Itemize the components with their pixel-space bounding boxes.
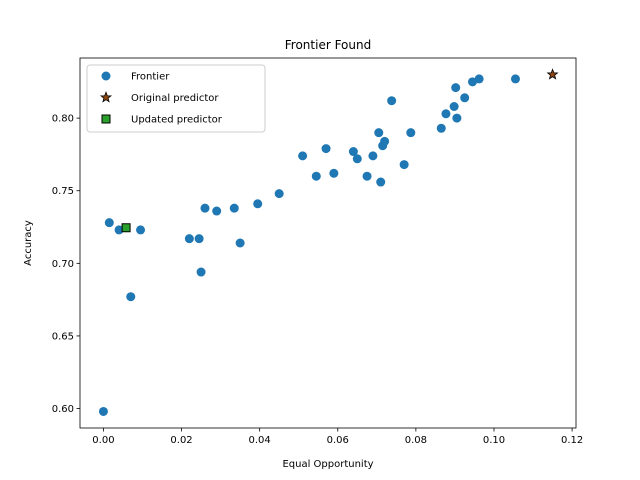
y-axis: 0.60 0.65 0.70 0.75 0.80 bbox=[52, 114, 80, 415]
plot-area bbox=[79, 57, 577, 429]
frontier-point bbox=[253, 199, 263, 209]
y-axis-label: Accuracy bbox=[23, 220, 34, 266]
frontier-point bbox=[184, 234, 194, 244]
y-tick-label: 0.80 bbox=[52, 114, 74, 125]
frontier-point bbox=[441, 109, 451, 119]
data-points bbox=[98, 68, 559, 416]
x-tick-label: 0.02 bbox=[170, 435, 192, 446]
updated-predictor-legend-marker bbox=[101, 114, 111, 124]
x-tick-label: 0.00 bbox=[92, 435, 114, 446]
legend-box bbox=[86, 64, 266, 133]
frontier-point bbox=[451, 83, 461, 93]
legend-label-original-predictor: Original predictor bbox=[131, 93, 219, 104]
frontier-point bbox=[376, 177, 386, 187]
x-axis: 0.00 0.02 0.04 0.06 0.08 0.10 0.12 bbox=[92, 428, 583, 446]
chart-title: Frontier Found bbox=[285, 38, 371, 52]
frontier-point bbox=[452, 113, 462, 123]
frontier-point bbox=[399, 160, 409, 170]
frontier-point bbox=[136, 225, 146, 235]
frontier-point bbox=[374, 128, 384, 138]
frontier-point bbox=[449, 102, 459, 112]
frontier-legend-marker bbox=[101, 71, 111, 81]
frontier-point bbox=[274, 189, 284, 199]
frontier-point bbox=[368, 151, 378, 161]
frontier-point bbox=[510, 74, 520, 84]
x-tick-label: 0.12 bbox=[561, 435, 583, 446]
frontier-point bbox=[98, 406, 108, 416]
frontier-point bbox=[436, 123, 446, 133]
legend-label-frontier: Frontier bbox=[131, 72, 170, 83]
frontier-point bbox=[196, 267, 206, 277]
original-predictor-legend-marker bbox=[99, 91, 113, 103]
x-axis-label: Equal Opportunity bbox=[282, 459, 373, 470]
x-tick-label: 0.08 bbox=[405, 435, 427, 446]
frontier-point bbox=[114, 225, 124, 235]
frontier-point bbox=[348, 147, 358, 157]
frontier-point bbox=[212, 206, 222, 216]
original-predictor-point bbox=[546, 68, 559, 80]
x-tick-label: 0.04 bbox=[249, 435, 271, 446]
frontier-point bbox=[321, 144, 331, 154]
y-tick-label: 0.60 bbox=[52, 404, 74, 415]
frontier-point bbox=[352, 154, 362, 164]
frontier-point bbox=[460, 93, 470, 103]
frontier-point bbox=[329, 168, 339, 178]
frontier-point bbox=[380, 136, 390, 146]
y-tick-label: 0.65 bbox=[52, 331, 74, 342]
frontier-point bbox=[362, 171, 372, 181]
frontier-point bbox=[126, 292, 136, 302]
x-tick-label: 0.06 bbox=[327, 435, 349, 446]
frontier-point bbox=[229, 203, 239, 213]
frontier-point bbox=[474, 74, 484, 84]
frontier-point bbox=[235, 238, 245, 248]
legend: Frontier Original predictor Updated predic… bbox=[86, 64, 266, 133]
frontier-point bbox=[387, 96, 397, 106]
y-tick-label: 0.70 bbox=[52, 259, 74, 270]
frontier-point bbox=[200, 203, 210, 213]
frontier-point bbox=[194, 234, 204, 244]
y-tick-label: 0.75 bbox=[52, 186, 74, 197]
frontier-point bbox=[298, 151, 308, 161]
frontier-point bbox=[311, 171, 321, 181]
frontier-point bbox=[406, 128, 416, 138]
updated-predictor-point bbox=[121, 223, 131, 233]
x-tick-label: 0.10 bbox=[483, 435, 505, 446]
frontier-point bbox=[104, 218, 114, 228]
legend-label-updated-predictor: Updated predictor bbox=[131, 115, 223, 126]
